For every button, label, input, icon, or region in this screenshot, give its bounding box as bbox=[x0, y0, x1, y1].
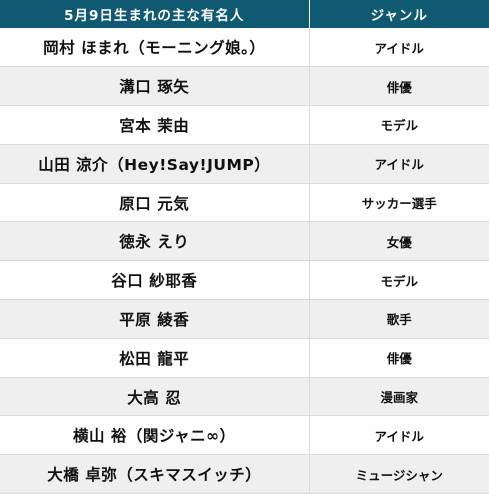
celebrity-genre: 女優 bbox=[309, 221, 489, 262]
celebrity-genre: 俳優 bbox=[309, 66, 489, 107]
header-row: 5月9日生まれの主な有名人 ジャンル bbox=[0, 0, 489, 28]
celebrity-genre: ミュージシャン bbox=[309, 454, 489, 494]
celebrity-name: 谷口 紗耶香 bbox=[0, 260, 310, 301]
celebrity-name: 山田 涼介（Hey!Say!JUMP） bbox=[0, 144, 310, 184]
table-row: 溝口 琢矢 俳優 bbox=[0, 66, 489, 107]
celebrity-name: 徳永 えり bbox=[0, 221, 310, 262]
celebrity-genre: アイドル bbox=[309, 28, 489, 68]
celebrity-name: 岡村 ほまれ（モーニング娘。） bbox=[0, 28, 310, 68]
table-row: 松田 龍平 俳優 bbox=[0, 338, 489, 378]
celebrity-name: 溝口 琢矢 bbox=[0, 66, 310, 107]
celebrity-genre: 漫画家 bbox=[309, 377, 489, 417]
celebrity-name: 宮本 茉由 bbox=[0, 105, 310, 145]
celebrity-genre: 歌手 bbox=[309, 299, 489, 339]
celebrity-name: 大橋 卓弥（スキマスイッチ） bbox=[0, 454, 310, 494]
celebrity-name: 横山 裕（関ジャニ∞） bbox=[0, 415, 310, 456]
table-row: 山田 涼介（Hey!Say!JUMP） アイドル bbox=[0, 144, 489, 184]
table-row: 大橋 卓弥（スキマスイッチ） ミュージシャン bbox=[0, 454, 489, 494]
celebrity-genre: アイドル bbox=[309, 415, 489, 456]
table-row: 宮本 茉由 モデル bbox=[0, 105, 489, 145]
table-row: 徳永 えり 女優 bbox=[0, 221, 489, 262]
table-row: 横山 裕（関ジャニ∞） アイドル bbox=[0, 415, 489, 456]
celebrity-name: 平原 綾香 bbox=[0, 299, 310, 339]
table-header: 5月9日生まれの主な有名人 ジャンル bbox=[0, 0, 489, 28]
header-name: 5月9日生まれの主な有名人 bbox=[0, 0, 310, 28]
table-row: 岡村 ほまれ（モーニング娘。） アイドル bbox=[0, 28, 489, 68]
table-row: 原口 元気 サッカー選手 bbox=[0, 183, 489, 223]
table-body: 岡村 ほまれ（モーニング娘。） アイドル 溝口 琢矢 俳優 宮本 茉由 モデル … bbox=[0, 28, 489, 494]
table-row: 大高 忍 漫画家 bbox=[0, 377, 489, 417]
table-row: 谷口 紗耶香 モデル bbox=[0, 260, 489, 301]
celebrity-genre: サッカー選手 bbox=[309, 183, 489, 223]
celebrity-genre: モデル bbox=[309, 260, 489, 301]
celebrity-name: 大高 忍 bbox=[0, 377, 310, 417]
celebrity-name: 松田 龍平 bbox=[0, 338, 310, 378]
celebrity-genre: アイドル bbox=[309, 144, 489, 184]
celebrity-name: 原口 元気 bbox=[0, 183, 310, 223]
header-genre: ジャンル bbox=[309, 0, 489, 28]
table-row: 平原 綾香 歌手 bbox=[0, 299, 489, 339]
celebrity-genre: モデル bbox=[309, 105, 489, 145]
celebrity-genre: 俳優 bbox=[309, 338, 489, 378]
